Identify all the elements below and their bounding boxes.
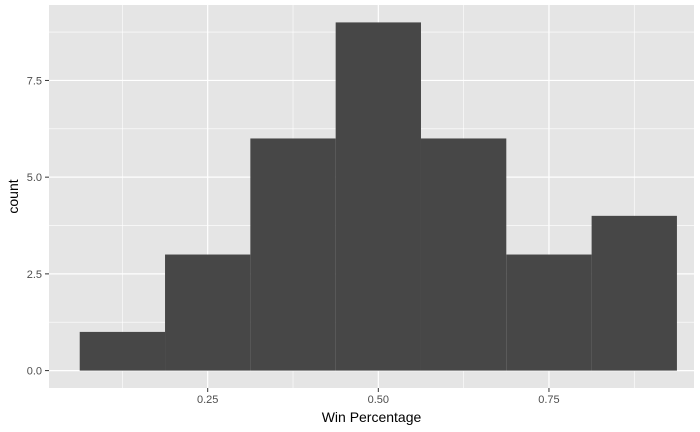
y-tick-label: 0.0 <box>27 366 42 378</box>
histogram-bar-5 <box>420 138 507 371</box>
y-tick-label: 2.5 <box>27 269 42 281</box>
histogram-bar-6 <box>506 254 592 371</box>
histogram-bar-2 <box>165 254 251 371</box>
y-tick-label: 7.5 <box>27 75 42 87</box>
x-tick-label: 0.75 <box>538 394 559 406</box>
x-tick-label: 0.50 <box>368 394 389 406</box>
histogram-bar-1 <box>79 331 166 371</box>
histogram-bar-4 <box>335 22 421 371</box>
y-tick-label: 5.0 <box>27 172 42 184</box>
histogram-bar-3 <box>250 138 336 371</box>
histogram-bar-7 <box>591 215 677 371</box>
histogram-bars <box>79 22 677 371</box>
x-tick-label: 0.25 <box>197 394 218 406</box>
x-axis-title: Win Percentage <box>322 409 422 425</box>
x-axis: 0.25 0.50 0.75 <box>197 388 560 406</box>
y-axis-title: count <box>5 179 21 213</box>
y-axis: 0.0 2.5 5.0 7.5 <box>27 75 49 378</box>
